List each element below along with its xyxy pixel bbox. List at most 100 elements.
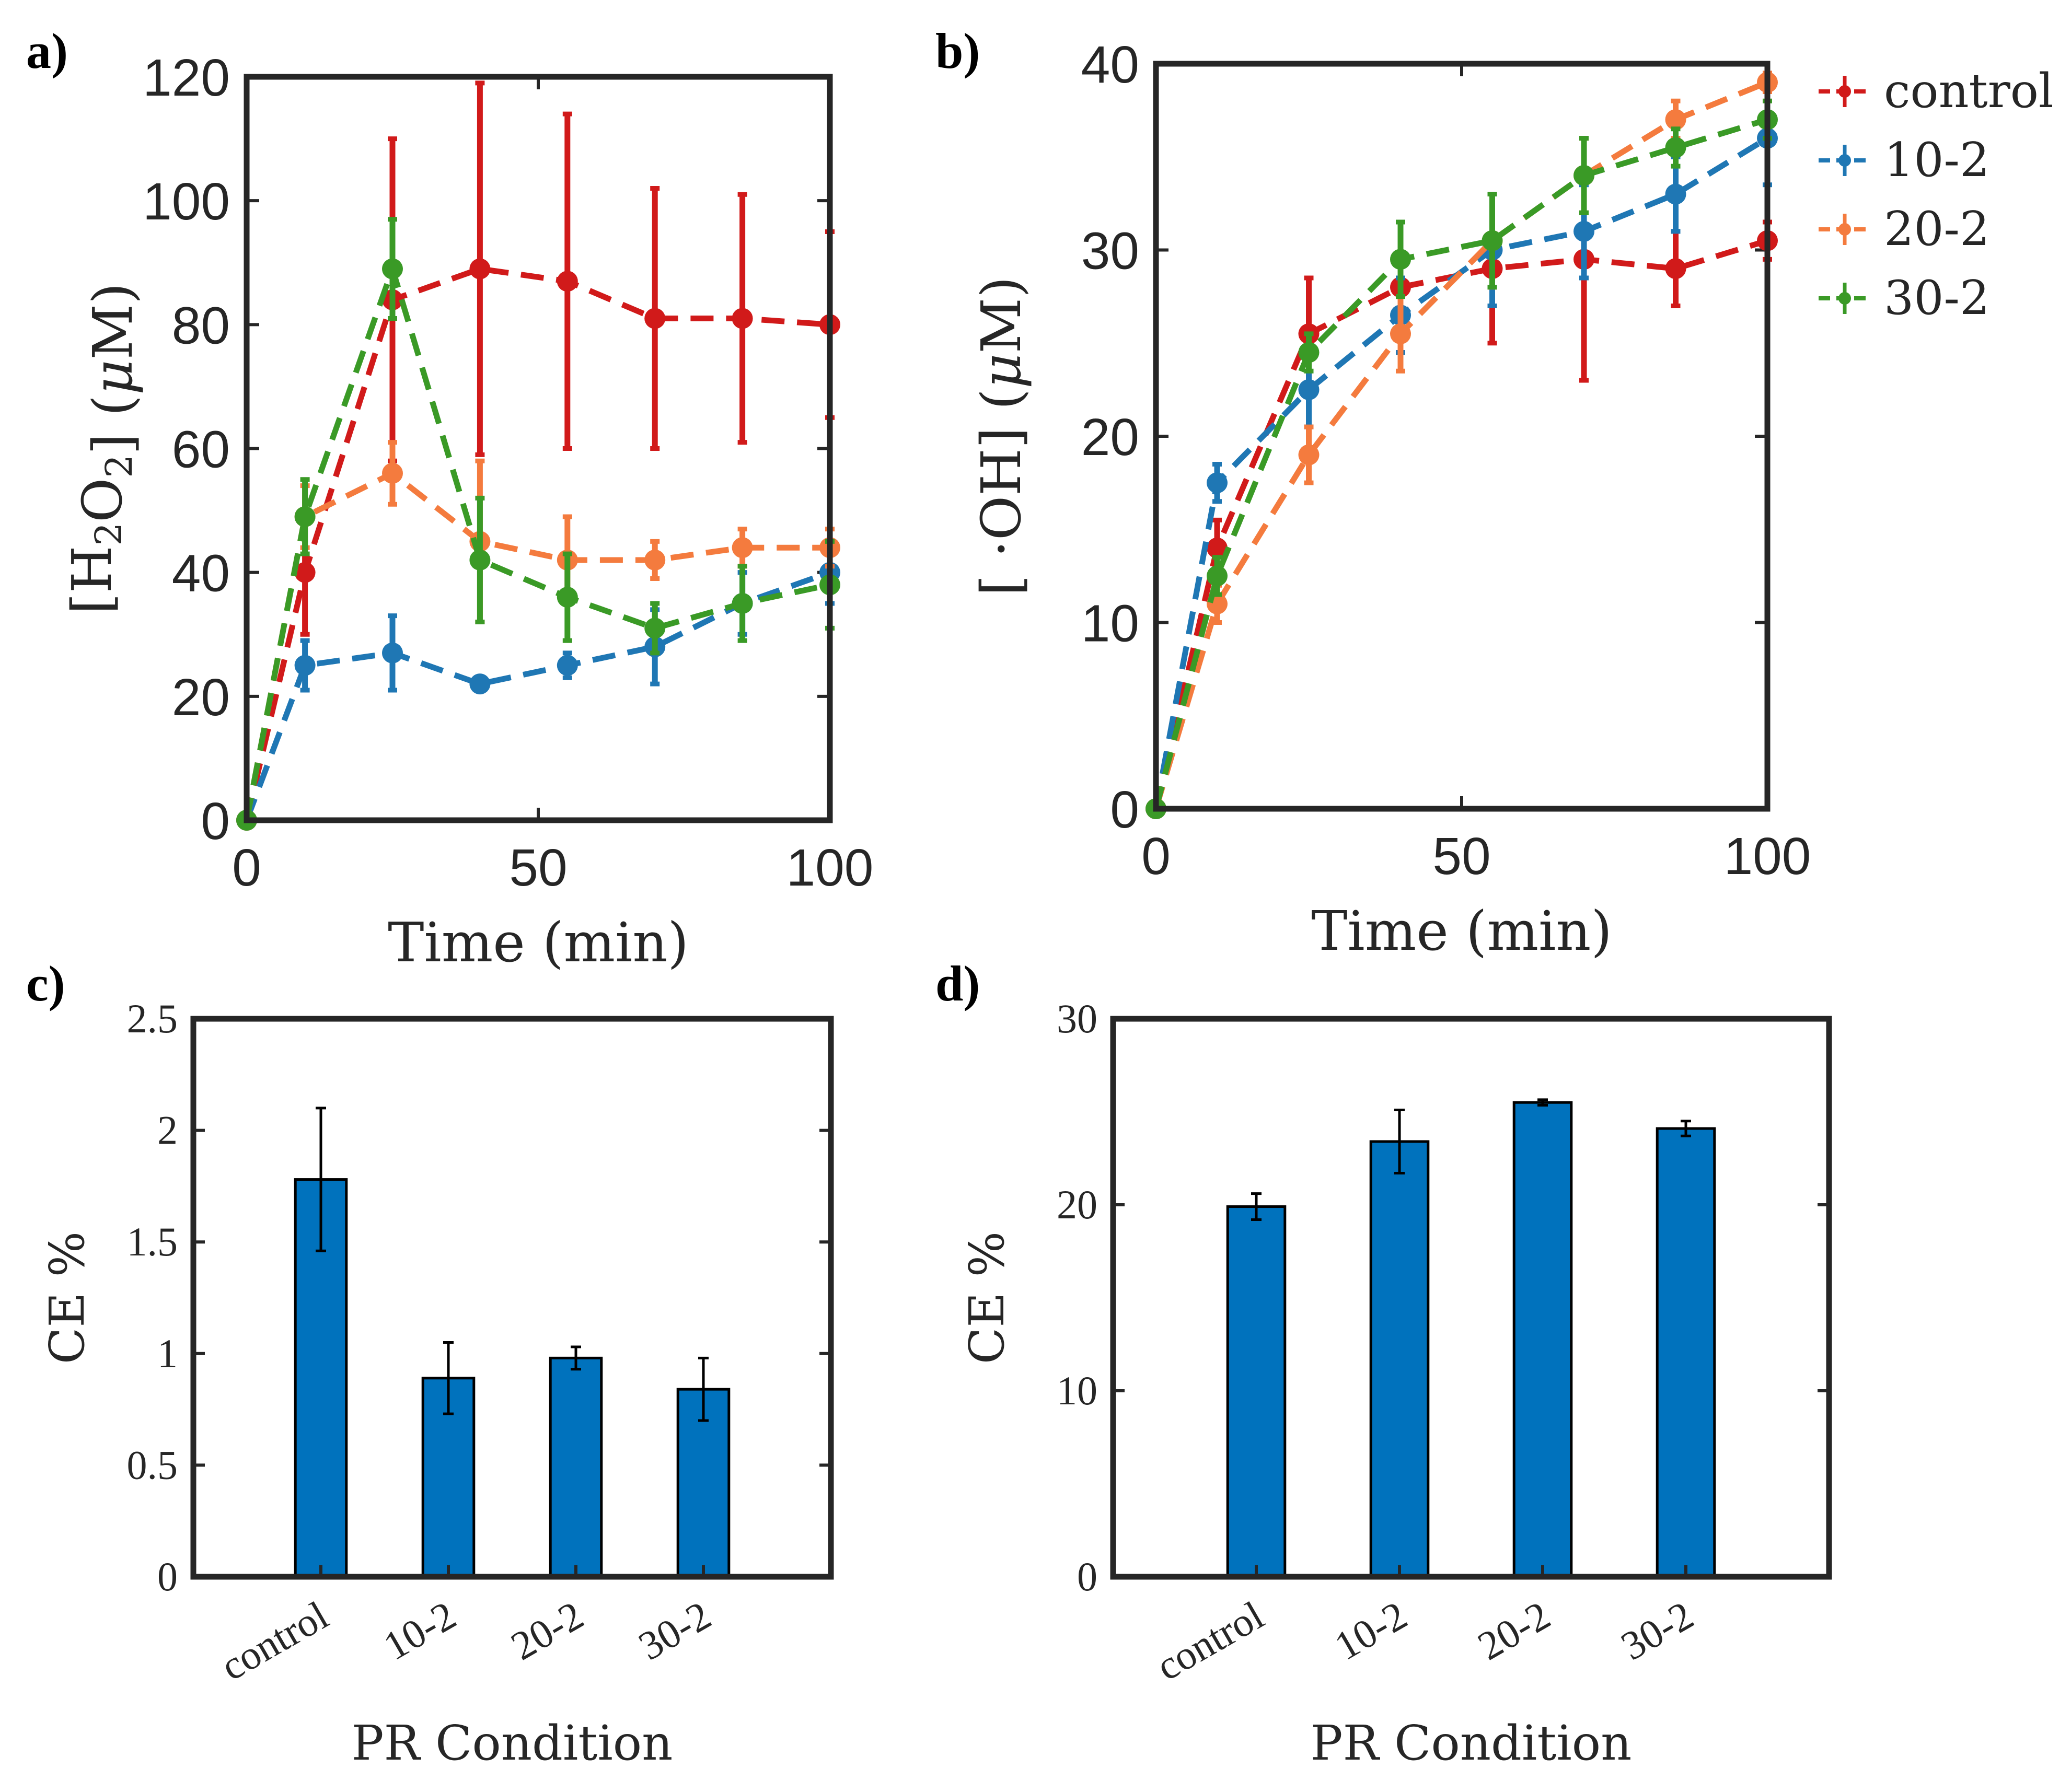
data-point [1390, 323, 1411, 344]
data-point [732, 592, 753, 614]
data-point [732, 308, 753, 329]
y-tick-label: 10 [1057, 1368, 1097, 1413]
y-tick-label: 100 [143, 172, 230, 231]
x-axis-label: PR Condition [1311, 1715, 1632, 1771]
y-tick-label: 30 [1081, 222, 1139, 281]
panel-label-d: d) [935, 956, 980, 1011]
x-tick-label: 10-2 [376, 1592, 463, 1669]
x-tick-label: 50 [1432, 827, 1490, 886]
plot-frame [1110, 1016, 1832, 1580]
data-point [557, 271, 578, 292]
plot-frame [244, 74, 833, 823]
y-tick-label: 0 [201, 792, 230, 851]
legend-item-10-2: 10-2 [1819, 133, 1989, 188]
y-tick-label: 1 [157, 1331, 178, 1376]
x-tick-label: 100 [1724, 827, 1811, 886]
bar-20-2 [549, 1356, 603, 1578]
legend-marker [1838, 154, 1851, 167]
y-tick-label: 2.5 [127, 996, 178, 1041]
data-point [1298, 444, 1320, 466]
y-tick-label: 20 [1057, 1182, 1097, 1227]
plot-frame [1153, 61, 1771, 812]
chart-a-h2o2: 0 50 100 0 20 40 60 80 100 120 Time (min) [H2O2] (μ… [60, 49, 873, 974]
data-point [1298, 379, 1320, 400]
legend-label: 30-2 [1884, 271, 1989, 325]
data-point [644, 618, 666, 639]
y-axis-label: CE % [959, 1231, 1015, 1364]
data-point [382, 642, 403, 664]
series-line-10-2 [1153, 135, 1769, 810]
y-tick-label: 0 [1110, 781, 1139, 839]
x-axis-label: Time (min) [1311, 899, 1612, 963]
series-line-30-2 [244, 259, 831, 821]
data-point [1207, 472, 1228, 494]
panel-label-b: b) [935, 23, 980, 79]
y-tick-label: 1.5 [127, 1219, 178, 1264]
x-tick-label: 20-2 [1470, 1592, 1557, 1669]
series-line-10-2 [244, 569, 831, 821]
legend-marker [1838, 223, 1851, 236]
series-line-30-2 [1153, 117, 1768, 810]
legend-label: control [1884, 64, 2054, 119]
panel-label-a: a) [26, 23, 68, 79]
bar-20-2 [1512, 1101, 1573, 1578]
data-point [382, 462, 403, 484]
data-point [469, 258, 491, 280]
x-tick-label: 20-2 [503, 1592, 591, 1669]
data-point [1665, 183, 1686, 205]
series-line-20-2 [244, 470, 830, 821]
y-tick-label: 80 [172, 296, 230, 355]
data-point [1665, 109, 1686, 130]
panel-label-c: c) [26, 956, 65, 1011]
legend-label: 20-2 [1884, 202, 1989, 257]
y-tick-label: 60 [172, 421, 230, 479]
data-point [1390, 249, 1411, 270]
data-point [469, 549, 491, 571]
data-point [644, 308, 666, 329]
series-line-control [244, 265, 830, 821]
data-point [1665, 137, 1686, 158]
data-point [1574, 165, 1594, 186]
series-line-20-2 [1153, 79, 1769, 810]
y-tick-label: 30 [1057, 996, 1097, 1041]
y-tick-label: 0 [157, 1554, 178, 1599]
series-30-2 [236, 217, 840, 831]
data-point [294, 506, 316, 527]
legend-item-control: control [1819, 64, 2054, 119]
data-point [557, 587, 578, 608]
data-point [557, 655, 578, 676]
y-axis-label: [H2O2] (μM) [60, 283, 145, 614]
bar-control [1226, 1205, 1287, 1578]
y-axis-label: CE % [39, 1231, 95, 1364]
data-point [294, 655, 316, 676]
x-tick-label: 100 [786, 839, 874, 897]
data-point [382, 258, 403, 280]
y-tick-label: 2 [157, 1108, 178, 1153]
data-point [1298, 342, 1320, 363]
series-10-2 [1146, 89, 1778, 819]
x-tick-label: 0 [232, 839, 261, 897]
y-tick-label: 10 [1081, 595, 1139, 653]
y-axis-label: [ ·OH] (μM) [969, 276, 1033, 596]
data-point [1207, 537, 1228, 558]
x-tick-label: 50 [509, 839, 567, 897]
plot-frame [190, 1016, 834, 1580]
x-tick-label: control [1149, 1592, 1271, 1689]
legend-item-30-2: 30-2 [1819, 271, 1989, 325]
legend: control 10-2 20-2 30-2 [1819, 64, 2054, 325]
chart-c-ce-bar: 0 0.5 1 1.5 2 2.5 control 10-2 20-2 30-2 PR Condit… [39, 996, 834, 1771]
series-20-2 [1146, 71, 1778, 819]
x-tick-label: 30-2 [1613, 1592, 1700, 1669]
legend-label: 10-2 [1884, 133, 1989, 188]
x-axis-label: Time (min) [388, 911, 689, 974]
x-axis-label: PR Condition [352, 1715, 673, 1771]
bar-30-2 [1656, 1127, 1716, 1578]
x-tick-label: 0 [1141, 827, 1171, 886]
x-tick-label: control [213, 1592, 336, 1689]
y-tick-label: 0.5 [127, 1442, 178, 1487]
series-control [1146, 136, 1778, 819]
x-tick-label: 30-2 [631, 1592, 718, 1669]
y-tick-label: 40 [1081, 36, 1139, 94]
series-line-control [1153, 238, 1768, 810]
